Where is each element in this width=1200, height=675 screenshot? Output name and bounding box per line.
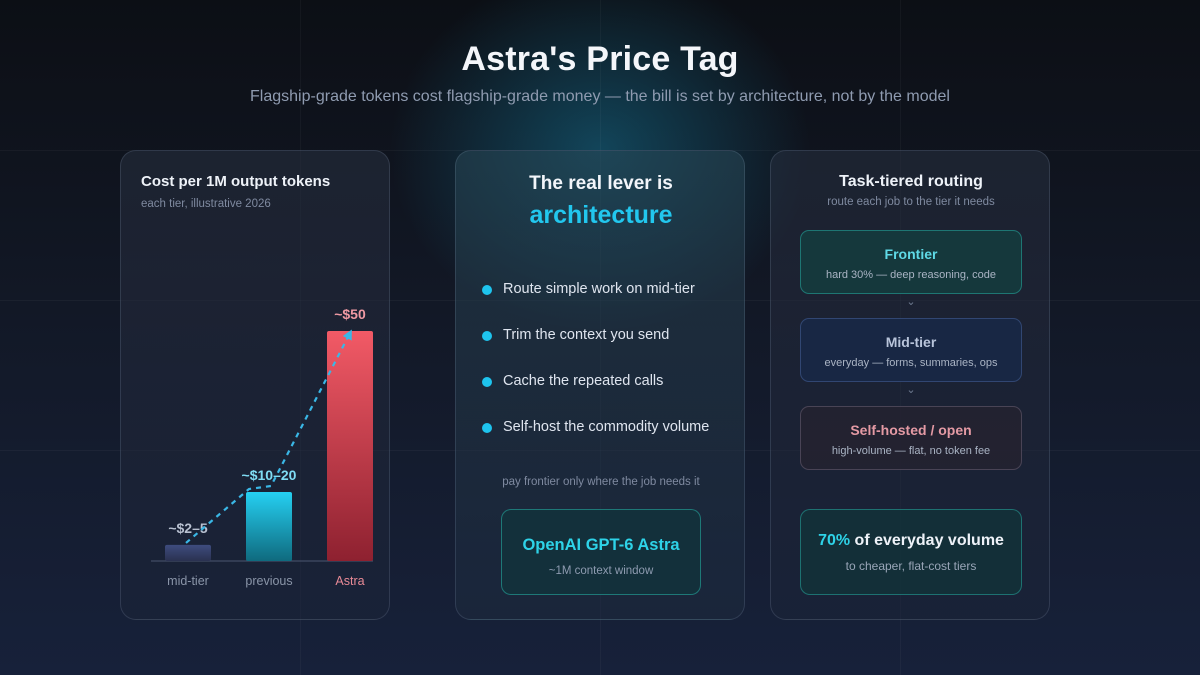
lever-list: Route simple work on mid-tier Trim the c…: [482, 281, 742, 465]
bullet-dot-icon: [482, 285, 492, 295]
tier-name: Mid-tier: [885, 334, 937, 350]
volume-percent: 70%: [818, 532, 851, 549]
category-label: mid-tier: [167, 574, 209, 588]
tier-name: Frontier: [884, 246, 938, 262]
list-item-label: Cache the repeated calls: [503, 373, 664, 389]
chart-title: Cost per 1M output tokens: [141, 173, 331, 190]
chevron-down-icon: ⌄: [906, 384, 916, 396]
bullet-dot-icon: [482, 377, 492, 387]
list-item-label: Trim the context you send: [503, 327, 670, 343]
list-item-label: Route simple work on mid-tier: [503, 281, 695, 297]
chevron-down-icon: ⌄: [906, 296, 916, 308]
tier-desc: high-volume — flat, no token fee: [831, 445, 991, 457]
page-subtitle: Flagship-grade tokens cost flagship-grad…: [250, 88, 950, 105]
volume-text: of everyday volume: [850, 532, 1004, 549]
bar-value-label: ~$10–20: [242, 467, 297, 483]
bar-value-label: ~$2–5: [168, 520, 208, 536]
trend-arrow: [185, 329, 352, 544]
lever-panel: The real lever is architecture Route sim…: [455, 150, 745, 620]
tier-desc: hard 30% — deep reasoning, code: [825, 269, 996, 281]
bar-previous: [246, 492, 292, 561]
tier-card-mid: Mid-tier everyday — forms, summaries, op…: [800, 318, 1022, 382]
cost-bar-chart: ~$2–5 mid-tier ~$10–20 previous ~$50 Astra: [151, 306, 373, 588]
list-item: Trim the context you send: [482, 327, 742, 373]
category-label: previous: [245, 574, 292, 588]
cost-panel: ~$2–5 mid-tier ~$10–20 previous ~$50 Astra Co…: [120, 150, 390, 620]
list-item: Route simple work on mid-tier: [482, 281, 742, 327]
lever-heading-highlight: architecture: [529, 201, 673, 229]
tier-card-frontier: Frontier hard 30% — deep reasoning, code: [800, 230, 1022, 294]
bar-mid-tier: [165, 544, 211, 561]
tier-desc: everyday — forms, summaries, ops: [824, 357, 998, 369]
bullet-dot-icon: [482, 423, 492, 433]
routing-title: Task-tiered routing: [839, 173, 983, 190]
volume-card: 70% of everyday volume to cheaper, flat-…: [800, 509, 1022, 595]
tier-card-self-hosted: Self-hosted / open high-volume — flat, n…: [800, 406, 1022, 470]
model-context: ~1M context window: [548, 565, 654, 577]
model-name: OpenAI GPT-6 Astra: [522, 536, 680, 554]
routing-subtitle: route each job to the tier it needs: [827, 196, 995, 208]
list-item: Cache the repeated calls: [482, 373, 742, 419]
bar-astra: [327, 331, 373, 561]
category-label: Astra: [335, 574, 364, 588]
volume-headline: 70% of everyday volume: [801, 532, 1021, 550]
page-title: Astra's Price Tag: [461, 40, 739, 78]
model-card: OpenAI GPT-6 Astra ~1M context window: [501, 509, 701, 595]
tier-name: Self-hosted / open: [850, 422, 972, 438]
lever-note: pay frontier only where the job needs it: [502, 476, 700, 488]
chart-subtitle: each tier, illustrative 2026: [141, 198, 271, 210]
routing-panel: Task-tiered routing route each job to th…: [770, 150, 1050, 620]
bar-value-label: ~$50: [334, 306, 366, 322]
bullet-dot-icon: [482, 331, 492, 341]
list-item: Self-host the commodity volume: [482, 419, 742, 465]
volume-sub: to cheaper, flat-cost tiers: [845, 559, 977, 573]
lever-heading: The real lever is: [529, 173, 673, 194]
list-item-label: Self-host the commodity volume: [503, 419, 710, 435]
